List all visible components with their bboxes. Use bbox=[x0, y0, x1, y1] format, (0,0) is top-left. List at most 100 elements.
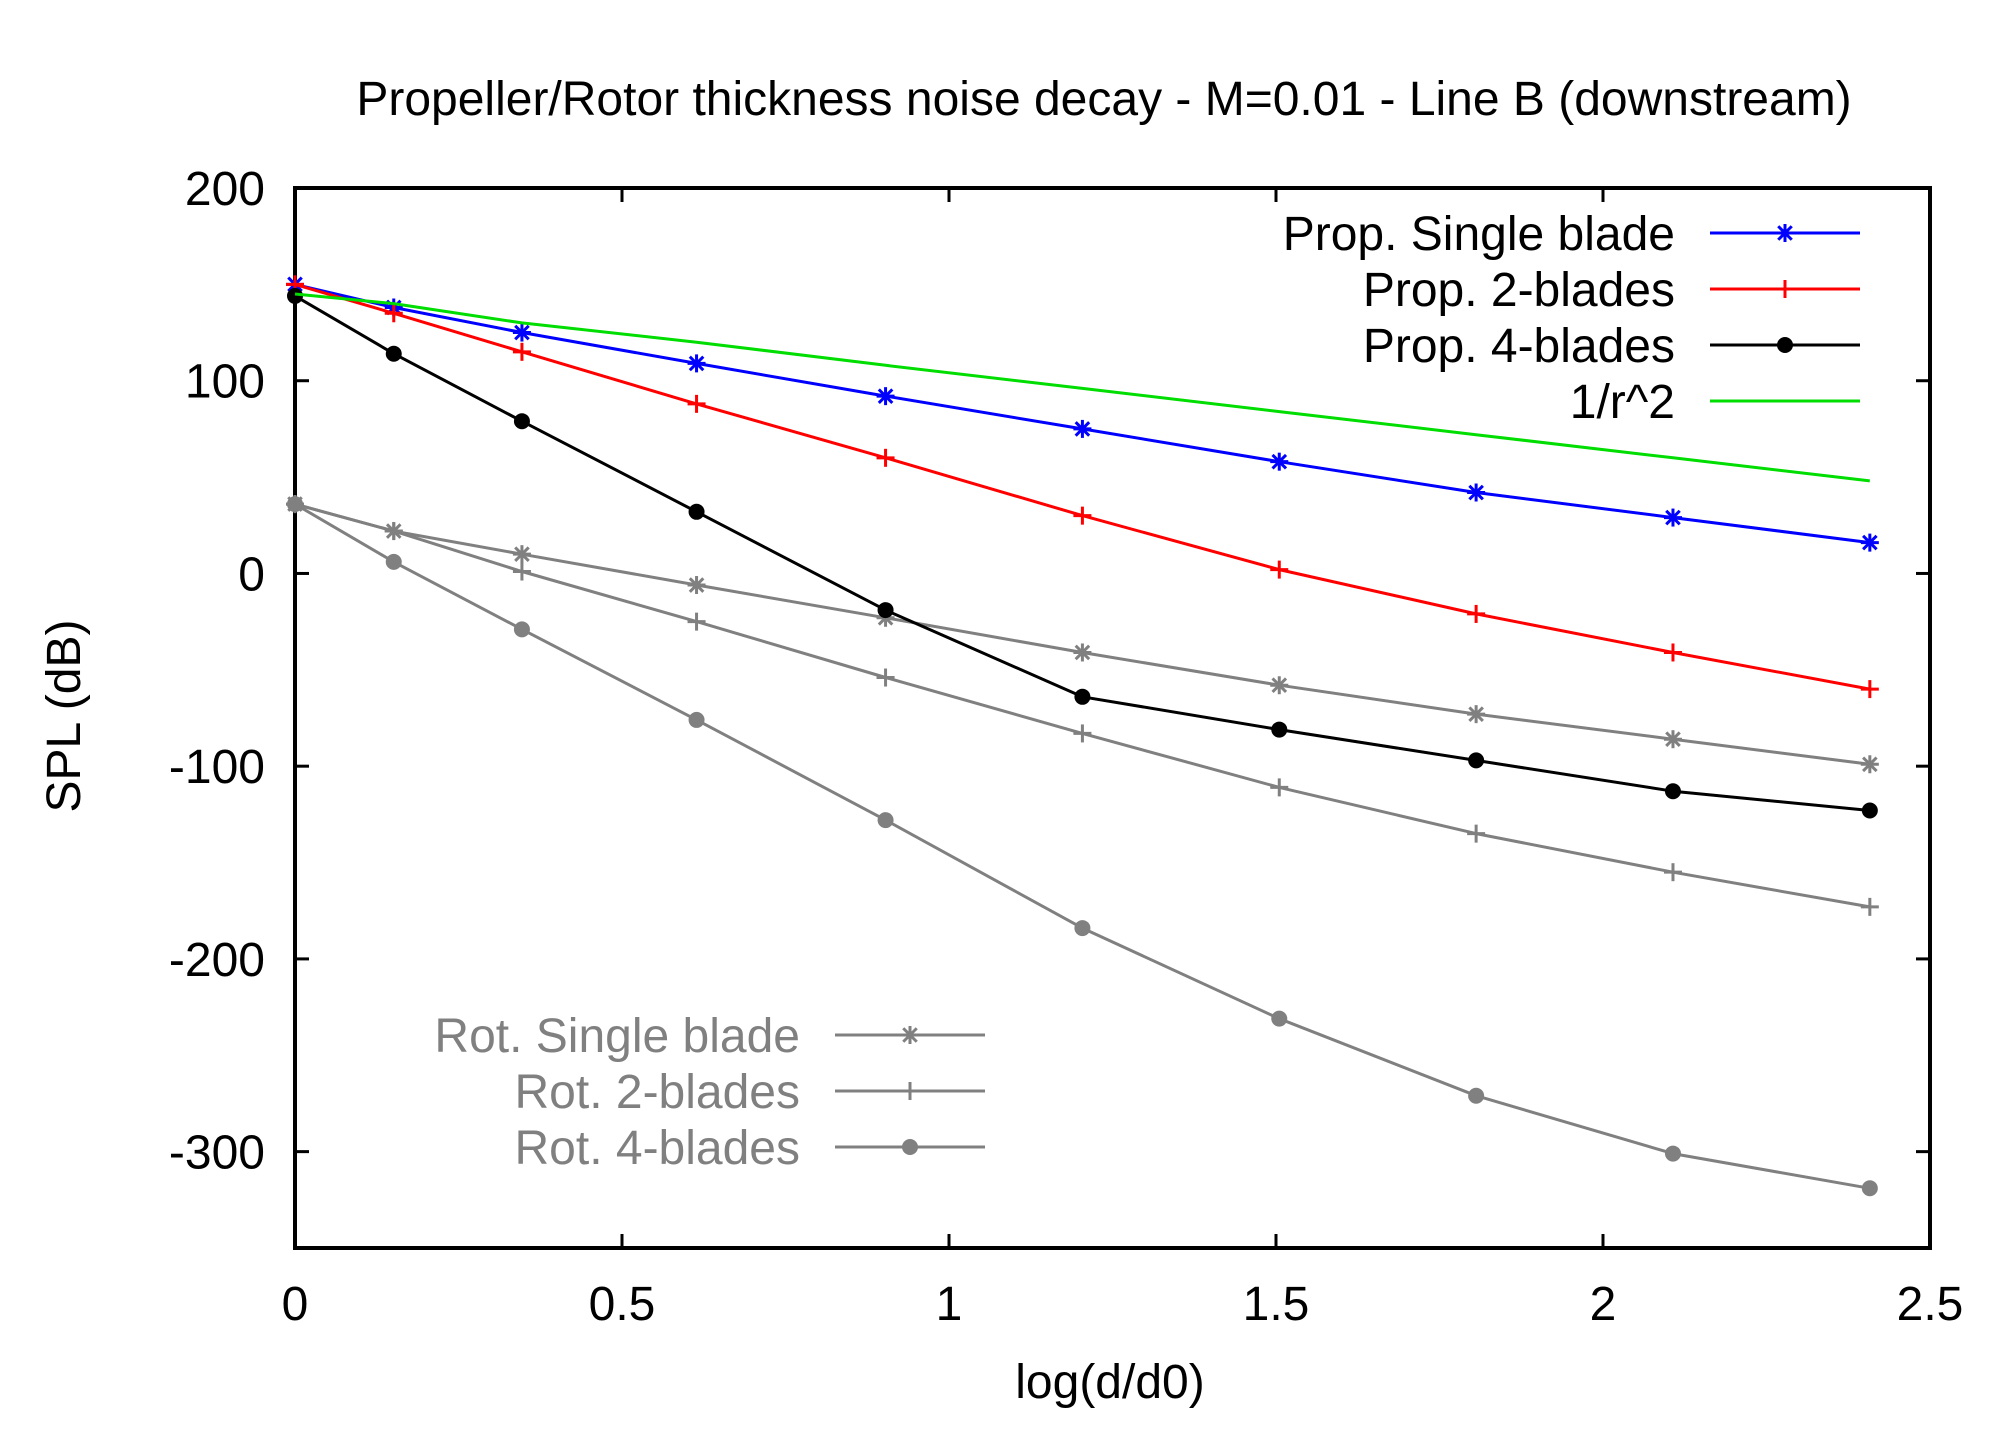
series-rot-2-blades-line bbox=[294, 502, 1871, 909]
series-rot-4-blades-point-shape bbox=[1664, 1145, 1681, 1162]
series-rot-4-blades-point-shape bbox=[287, 496, 303, 513]
legend-prop-2-blades-label: Prop. 2-blades bbox=[1363, 264, 1675, 317]
series-rot-single-blade-point-stroke bbox=[1271, 677, 1288, 694]
series-rot-2-blades-point bbox=[384, 522, 403, 541]
series-rot-4-blades-point bbox=[1861, 1180, 1878, 1197]
series-prop-4-blades-point bbox=[1074, 688, 1091, 705]
series-prop-2-blades-point bbox=[512, 342, 531, 361]
series-prop-4-blades-point bbox=[688, 503, 705, 520]
series-rot-4-blades-point bbox=[1664, 1145, 1681, 1162]
legend-rot-2-blades-label: Rot. 2-blades bbox=[515, 1066, 801, 1119]
series-prop-2-blades-point bbox=[1270, 560, 1289, 579]
series-rot-4-blades-point bbox=[513, 621, 530, 638]
series-rot-2-blades-point bbox=[1073, 724, 1092, 743]
plot-frame bbox=[293, 186, 1932, 1250]
x-tick-label: 1 bbox=[936, 1278, 963, 1331]
series-rot-2-blades-point bbox=[1467, 824, 1486, 843]
series-rot-4-blades-line bbox=[294, 502, 1871, 1190]
y-axis-label: SPL (dB) bbox=[38, 620, 91, 813]
series-prop-2-blades-point bbox=[1663, 643, 1682, 662]
series-prop-single-blade-point bbox=[1270, 452, 1289, 471]
series-rot-single-blade-point bbox=[687, 576, 706, 595]
legend-rot-4-blades-marker-shape bbox=[902, 1139, 918, 1155]
series-rot-4-blades-point-shape bbox=[1861, 1180, 1878, 1197]
series-rot-4-blades-point-shape bbox=[1468, 1087, 1485, 1104]
series-rot-4-blades-point bbox=[688, 711, 705, 728]
series-rot-4-blades-point-shape bbox=[513, 621, 530, 638]
series-rot-4-blades-point bbox=[1074, 920, 1091, 937]
series-prop-single-blade-point-stroke bbox=[877, 388, 894, 404]
legend-prop-4-blades-label: Prop. 4-blades bbox=[1363, 320, 1675, 373]
series-rot-4-blades-point bbox=[1468, 1087, 1485, 1104]
legend-rot-4-blades-label: Rot. 4-blades bbox=[515, 1122, 801, 1175]
legend-rot-single-blade-label: Rot. Single blade bbox=[434, 1010, 800, 1063]
series-rot-single-blade-point-stroke bbox=[688, 577, 705, 593]
x-axis-label: log(d/d0) bbox=[1015, 1356, 1204, 1409]
series-rot-4-blades-point bbox=[385, 553, 402, 570]
series-prop-4-blades-point-shape bbox=[1861, 802, 1878, 819]
series-rot-4-blades-point bbox=[287, 496, 303, 513]
series-prop-single-blade-point bbox=[1073, 419, 1092, 438]
series-prop-4-blades-point bbox=[1271, 721, 1288, 738]
series-rot-single-blade-point-stroke bbox=[1468, 706, 1484, 722]
series-prop-single-blade-point bbox=[512, 323, 531, 342]
series-1-r-2-line bbox=[294, 292, 1870, 483]
series-prop-4-blades-point-shape bbox=[688, 503, 705, 520]
series-rot-4-blades-point-shape bbox=[385, 553, 402, 570]
series-prop-4-blades-point bbox=[385, 345, 402, 362]
series-rot-4-blades-point-shape bbox=[688, 711, 705, 728]
series-prop-4-blades-point-shape bbox=[877, 602, 894, 619]
series-prop-4-blades-point-shape bbox=[1664, 783, 1681, 800]
series-prop-single-blade-point-stroke bbox=[1665, 509, 1681, 526]
y-tick-label: 200 bbox=[185, 163, 265, 216]
y-tick-label: 100 bbox=[185, 356, 265, 409]
series-prop-single-blade-point-stroke bbox=[688, 355, 705, 372]
series-prop-single-blade-point bbox=[1663, 508, 1682, 527]
series-prop-4-blades-point-shape bbox=[1271, 721, 1288, 738]
legend-1-r-2-label: 1/r^2 bbox=[1570, 376, 1675, 429]
y-tick-label: -200 bbox=[169, 934, 265, 987]
series-rot-4-blades-point-shape bbox=[1074, 920, 1091, 937]
legend-prop-single-blade-label: Prop. Single blade bbox=[1283, 208, 1675, 261]
series-prop-4-blades-point-shape bbox=[287, 287, 303, 304]
series-prop-4-blades-point bbox=[1468, 752, 1485, 769]
series-rot-single-blade-point-stroke bbox=[1074, 644, 1091, 661]
series-rot-4-blades-point bbox=[1271, 1010, 1288, 1027]
series-prop-single-blade-point-stroke bbox=[1862, 534, 1878, 551]
series-prop-4-blades-point bbox=[1664, 783, 1681, 800]
series-prop-2-blades-point bbox=[687, 394, 706, 413]
series-rot-single-blade-point-stroke bbox=[1665, 731, 1681, 748]
series-rot-4-blades-point-shape bbox=[1271, 1010, 1288, 1027]
series-prop-single-blade-point-stroke bbox=[1074, 421, 1091, 437]
series-prop-2-blades-point bbox=[1073, 506, 1092, 525]
series-prop-single-blade-point bbox=[687, 354, 706, 373]
x-tick-label: 2.5 bbox=[1897, 1278, 1964, 1331]
legend-rot-single-blade-marker bbox=[901, 1026, 919, 1044]
x-tick-label: 0 bbox=[282, 1278, 309, 1331]
series-rot-2-blades-point bbox=[1663, 863, 1682, 882]
series-prop-single-blade-point bbox=[876, 387, 895, 406]
series-rot-single-blade-line bbox=[294, 502, 1870, 766]
series-prop-single-blade-point bbox=[1860, 533, 1879, 552]
series-prop-2-blades-point bbox=[384, 304, 403, 323]
series-prop-4-blades-point-shape bbox=[385, 345, 402, 362]
series-rot-single-blade-point bbox=[1860, 755, 1879, 774]
plot-area: 0 0.5 1 1.5 2 2.5 200 100 0 -100 -200 -300 Prop. Sin… bbox=[169, 163, 1963, 1331]
legend-prop-2-blades-marker bbox=[1776, 280, 1794, 298]
legend-rot-single-blade-marker-stroke bbox=[902, 1027, 918, 1043]
series-rot-single-blade-point bbox=[1467, 705, 1486, 724]
series-rot-single-blade-point bbox=[1663, 730, 1682, 749]
legend-prop-4-blades-marker bbox=[1777, 337, 1793, 353]
series-rot-single-blade-point bbox=[1073, 643, 1092, 662]
y-tick-label: -300 bbox=[169, 1127, 265, 1180]
chart-title: Propeller/Rotor thickness noise decay - … bbox=[356, 73, 1851, 126]
series-rot-2-blades-point bbox=[512, 562, 531, 581]
series-rot-single-blade-point bbox=[512, 545, 531, 564]
series-prop-4-blades-point-shape bbox=[1074, 688, 1091, 705]
series-rot-2-blades-point bbox=[876, 668, 895, 687]
series-rot-2-blades-point bbox=[687, 612, 706, 631]
series-prop-4-blades-point-shape bbox=[1468, 752, 1485, 769]
series-rot-4-blades-point bbox=[877, 812, 894, 829]
